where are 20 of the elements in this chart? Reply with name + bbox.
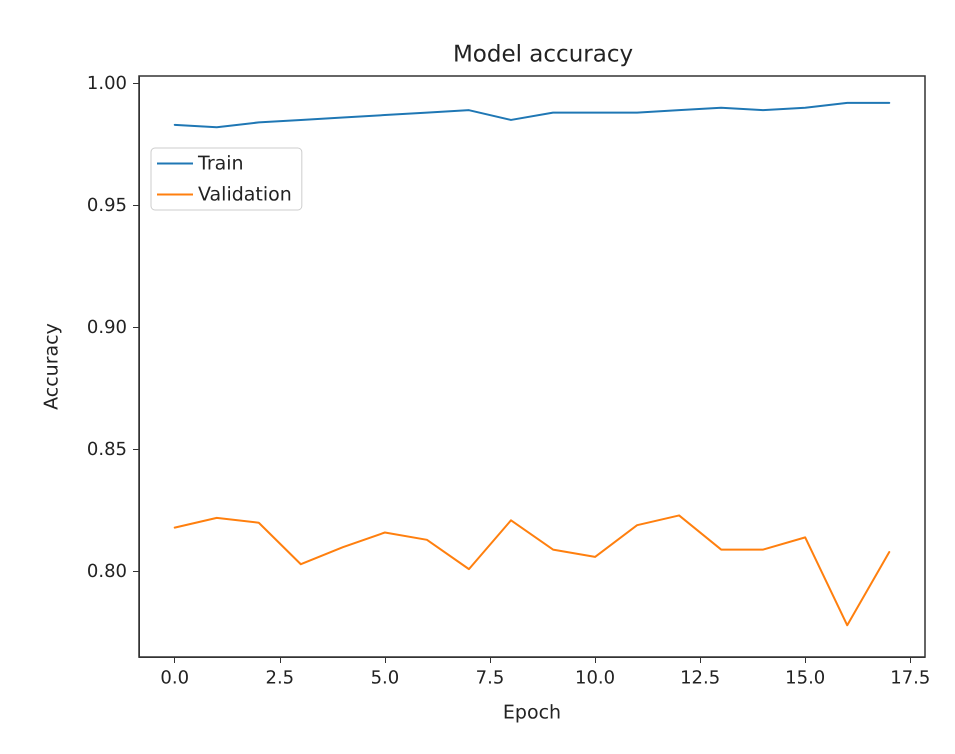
- x-tick-label: 5.0: [370, 668, 400, 688]
- x-axis-title: Epoch: [502, 702, 562, 724]
- y-tick-label: 1.00: [86, 72, 127, 94]
- x-tick-label: 10.0: [575, 668, 616, 688]
- x-tick-label: 2.5: [265, 668, 294, 688]
- x-tick-label: 17.5: [890, 668, 930, 688]
- x-tick-label: 7.5: [476, 668, 504, 688]
- y-tick-label: 0.95: [86, 194, 127, 216]
- y-axis-title: Accuracy: [40, 323, 62, 410]
- line-series: [174, 102, 890, 128]
- legend-label: Train: [197, 152, 244, 174]
- legend-label: Validation: [198, 184, 292, 206]
- line-series: [174, 514, 890, 626]
- y-tick-label: 0.90: [86, 316, 127, 338]
- x-tick-label: 12.5: [680, 668, 720, 688]
- x-tick-label: 15.0: [785, 668, 826, 688]
- y-tick-label: 0.85: [86, 439, 127, 460]
- chart-title: Model accuracy: [452, 42, 634, 68]
- x-tick-label: 0.0: [160, 668, 190, 688]
- y-tick-label: 0.80: [86, 561, 127, 582]
